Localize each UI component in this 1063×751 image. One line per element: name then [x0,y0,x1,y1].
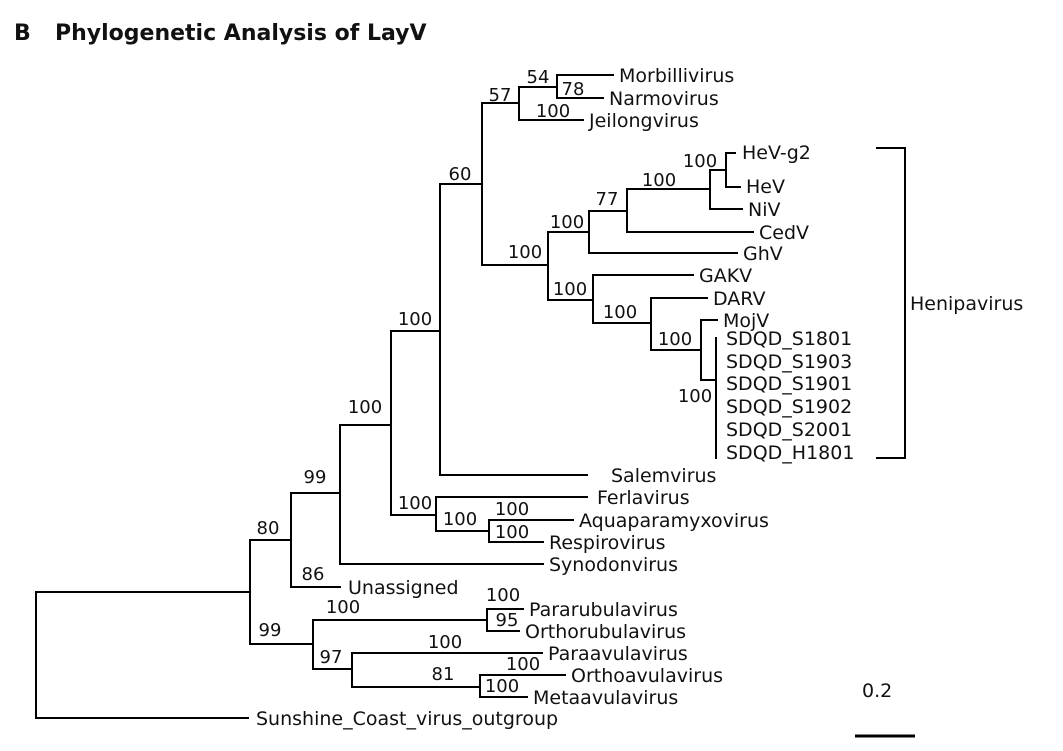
bootstrap-value: 78 [562,79,585,100]
bootstrap-value: 81 [432,664,455,685]
bootstrap-value: 99 [304,467,327,488]
bootstrap-value: 100 [398,493,432,514]
tip-label-sdqd-s1902: SDQD_S1902 [726,396,852,418]
bootstrap-value: 100 [678,386,712,407]
bootstrap-value: 100 [485,676,519,697]
bootstrap-value: 57 [489,85,512,106]
bootstrap-value: 100 [536,101,570,122]
tip-label-sdqd-s2001: SDQD_S2001 [726,419,852,441]
bootstrap-value: 86 [302,564,325,585]
bootstrap-value: 60 [449,164,472,185]
bootstrap-value: 100 [348,397,382,418]
bootstrap-value: 100 [486,585,520,606]
tip-label-jeilongvirus: Jeilongvirus [588,110,699,132]
bootstrap-value: 100 [495,499,529,520]
bootstrap-value: 77 [596,189,619,210]
bootstrap-value: 99 [259,620,282,641]
bootstrap-value: 100 [550,212,584,233]
tip-label-aquaparamyxovirus: Aquaparamyxovirus [579,510,769,532]
tip-label-paraavulavirus: Paraavulavirus [548,643,688,665]
tip-label-respirovirus: Respirovirus [549,532,666,554]
bootstrap-value: 100 [443,509,477,530]
tip-label-sdqd-s1801: SDQD_S1801 [726,328,852,350]
bootstrap-value: 100 [642,170,676,191]
tip-label-hev: HeV [746,176,785,198]
bootstrap-value: 97 [320,647,343,668]
bootstrap-value: 100 [658,329,692,350]
tip-label-unassigned: Unassigned [348,577,459,599]
panel-letter: B [14,21,31,46]
tip-label-hev-g2: HeV-g2 [742,142,811,164]
clade-label-henipavirus: Henipavirus [910,293,1023,315]
bootstrap-value: 80 [257,518,280,539]
henipavirus-bracket [876,147,906,459]
bootstrap-value: 100 [508,242,542,263]
bootstrap-value: 100 [506,654,540,675]
tip-label-synodonvirus: Synodonvirus [549,554,678,576]
bootstrap-value: 100 [495,522,529,543]
tree-branches [35,74,754,719]
tip-label-morbillivirus: Morbillivirus [619,65,734,87]
tip-label-orthorubulavirus: Orthorubulavirus [525,621,686,643]
tip-label-darv: DARV [713,288,765,310]
bootstrap-labels: 5478571006010010077100100100100100100100… [257,67,718,697]
tip-label-metaavulavirus: Metaavulavirus [533,687,678,709]
bootstrap-value: 100 [398,309,432,330]
tip-label-ghv: GhV [743,243,783,265]
tip-label-pararubulavirus: Pararubulavirus [529,599,678,621]
tip-label-mojv: MojV [723,310,769,332]
tip-label-outgroup: Sunshine_Coast_virus_outgroup [256,708,558,730]
bootstrap-value: 100 [326,597,360,618]
tip-label-orthoavulavirus: Orthoavulavirus [571,665,723,687]
tip-label-cedv: CedV [759,222,809,244]
tip-label-narmovirus: Narmovirus [609,88,719,110]
tip-label-sdqd-s1903: SDQD_S1903 [726,351,852,373]
bootstrap-value: 54 [527,67,550,88]
tip-label-gakv: GAKV [699,265,752,287]
bootstrap-value: 100 [428,632,462,653]
figure-title: Phylogenetic Analysis of LayV [55,21,427,46]
tip-label-niv: NiV [748,199,781,221]
tip-label-ferlavirus: Ferlavirus [597,487,690,509]
scale-bar-label: 0.2 [862,680,892,702]
tip-label-sdqd-h1801: SDQD_H1801 [726,442,854,464]
bootstrap-value: 100 [603,302,637,323]
tip-label-sdqd-s1901: SDQD_S1901 [726,373,852,395]
tip-label-salemvirus: Salemvirus [611,465,716,487]
bootstrap-value: 100 [683,151,717,172]
bootstrap-value: 100 [553,279,587,300]
bootstrap-value: 95 [496,610,519,631]
